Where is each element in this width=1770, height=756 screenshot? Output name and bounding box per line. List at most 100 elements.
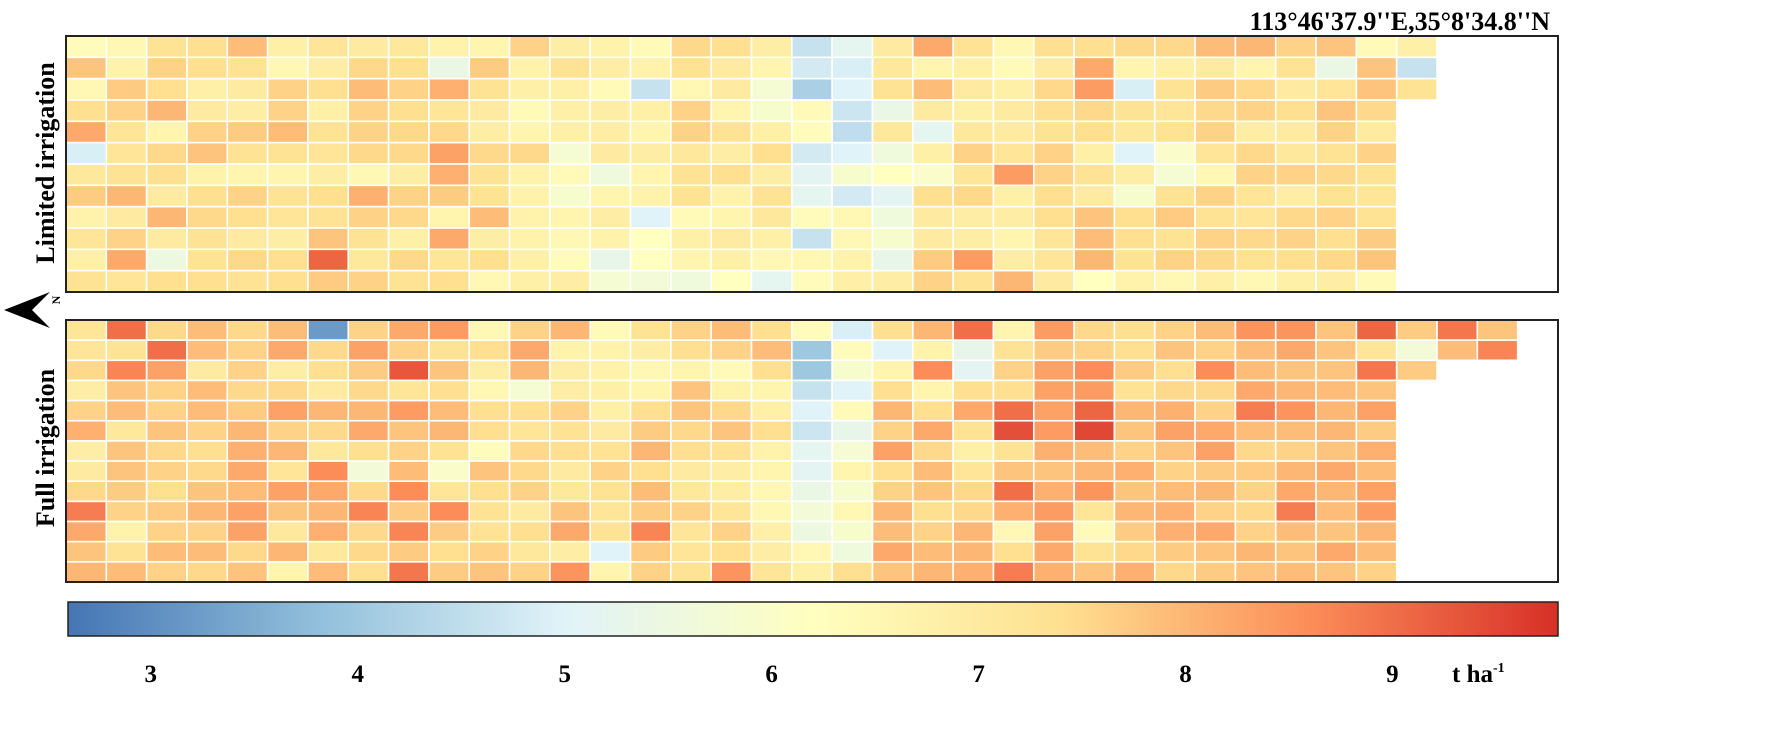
heatmap-cell: [186, 339, 229, 362]
heatmap-cell: [387, 56, 430, 80]
heatmap-cell: [871, 77, 914, 101]
heatmap-cell: [65, 120, 108, 144]
heatmap-cell: [65, 339, 108, 362]
heatmap-cell: [791, 248, 833, 272]
heatmap-cell: [952, 440, 995, 462]
heatmap-cell: [1032, 227, 1075, 251]
heatmap-cell: [347, 561, 390, 583]
heatmap-cell: [186, 184, 229, 208]
heatmap-cell: [186, 35, 229, 59]
north-label: N: [49, 295, 63, 304]
heatmap-cell: [831, 248, 874, 272]
heatmap-cell: [1355, 561, 1398, 583]
heatmap-cell: [266, 99, 309, 123]
heatmap-cell: [1153, 319, 1196, 341]
heatmap-cell: [871, 184, 914, 208]
heatmap-cell: [105, 359, 148, 382]
heatmap-cell: [428, 339, 471, 362]
heatmap-cell: [992, 184, 1035, 208]
heatmap-cell: [831, 141, 874, 165]
heatmap-cell: [589, 339, 632, 362]
colorbar-tick-label: 3: [145, 661, 158, 688]
heatmap-cell: [508, 227, 551, 251]
heatmap-cell: [952, 520, 995, 543]
heatmap-cell: [750, 141, 793, 165]
heatmap-cell: [508, 379, 551, 402]
heatmap-cell: [105, 399, 148, 422]
heatmap-cell: [307, 480, 350, 503]
heatmap-cell: [387, 379, 430, 402]
heatmap-cell: [1315, 440, 1358, 462]
heatmap-cell: [186, 419, 229, 442]
heatmap-cell: [1194, 520, 1237, 543]
heatmap-cell: [508, 163, 551, 187]
heatmap-cell: [468, 141, 511, 165]
full-irrigation-label: Full irrigation: [31, 368, 60, 527]
heatmap-cell: [629, 184, 672, 208]
heatmap-cell: [1194, 269, 1237, 293]
heatmap-cell: [1194, 163, 1237, 187]
heatmap-cell: [307, 379, 350, 402]
colorbar-tick-label: 6: [765, 661, 778, 688]
heatmap-cell: [549, 35, 592, 59]
heatmap-cell: [468, 480, 511, 503]
heatmap-cell: [750, 339, 793, 362]
heatmap-cell: [871, 319, 914, 341]
heatmap-cell: [468, 540, 511, 563]
heatmap-cell: [750, 184, 793, 208]
heatmap-cell: [266, 205, 309, 229]
heatmap-cell: [1436, 339, 1479, 362]
heatmap-cell: [750, 227, 793, 251]
heatmap-cell: [468, 399, 511, 422]
colorbar-unit: t ha-1: [1452, 661, 1505, 688]
heatmap-cell: [1194, 480, 1237, 503]
heatmap-cell: [468, 163, 511, 187]
heatmap-cell: [65, 520, 108, 543]
heatmap-cell: [1355, 269, 1398, 293]
heatmap-cell: [347, 205, 390, 229]
heatmap-cell: [307, 500, 350, 523]
heatmap-cell: [871, 163, 914, 187]
heatmap-cell: [468, 120, 511, 144]
heatmap-cell: [1113, 184, 1156, 208]
heatmap-cell: [871, 460, 914, 483]
heatmap-cell: [1274, 227, 1317, 251]
heatmap-cell: [670, 500, 712, 523]
heatmap-cell: [629, 56, 672, 80]
heatmap-cell: [1113, 99, 1156, 123]
heatmap-cell: [710, 339, 753, 362]
heatmap-cell: [1234, 227, 1277, 251]
heatmap-cell: [1315, 99, 1358, 123]
heatmap-cell: [1073, 141, 1116, 165]
heatmap-cell: [952, 227, 995, 251]
heatmap-cell: [871, 399, 914, 422]
heatmap-cell: [145, 540, 188, 563]
heatmap-cell: [145, 319, 188, 341]
heatmap-cell: [307, 359, 350, 382]
heatmap-cell: [186, 141, 229, 165]
heatmap-cell: [670, 205, 712, 229]
heatmap-cell: [1153, 56, 1196, 80]
heatmap-cell: [952, 35, 995, 59]
heatmap-cell: [1113, 205, 1156, 229]
heatmap-panel-limited: [65, 35, 1559, 293]
heatmap-cell: [670, 99, 712, 123]
heatmap-cell: [347, 419, 390, 442]
heatmap-cell: [1073, 561, 1116, 583]
heatmap-cell: [549, 500, 592, 523]
heatmap-cell: [105, 77, 148, 101]
heatmap-cell: [710, 460, 753, 483]
heatmap-cell: [1274, 520, 1317, 543]
heatmap-panels: [65, 35, 1559, 583]
heatmap-cell: [1315, 163, 1358, 187]
heatmap-cell: [1234, 184, 1277, 208]
heatmap-cell: [1274, 460, 1317, 483]
heatmap-cell: [387, 99, 430, 123]
heatmap-cell: [508, 99, 551, 123]
heatmap-cell: [750, 319, 793, 341]
heatmap-cell: [952, 184, 995, 208]
heatmap-cell: [428, 99, 471, 123]
heatmap-cell: [1113, 319, 1156, 341]
heatmap-cell: [549, 540, 592, 563]
heatmap-cell: [1153, 120, 1196, 144]
